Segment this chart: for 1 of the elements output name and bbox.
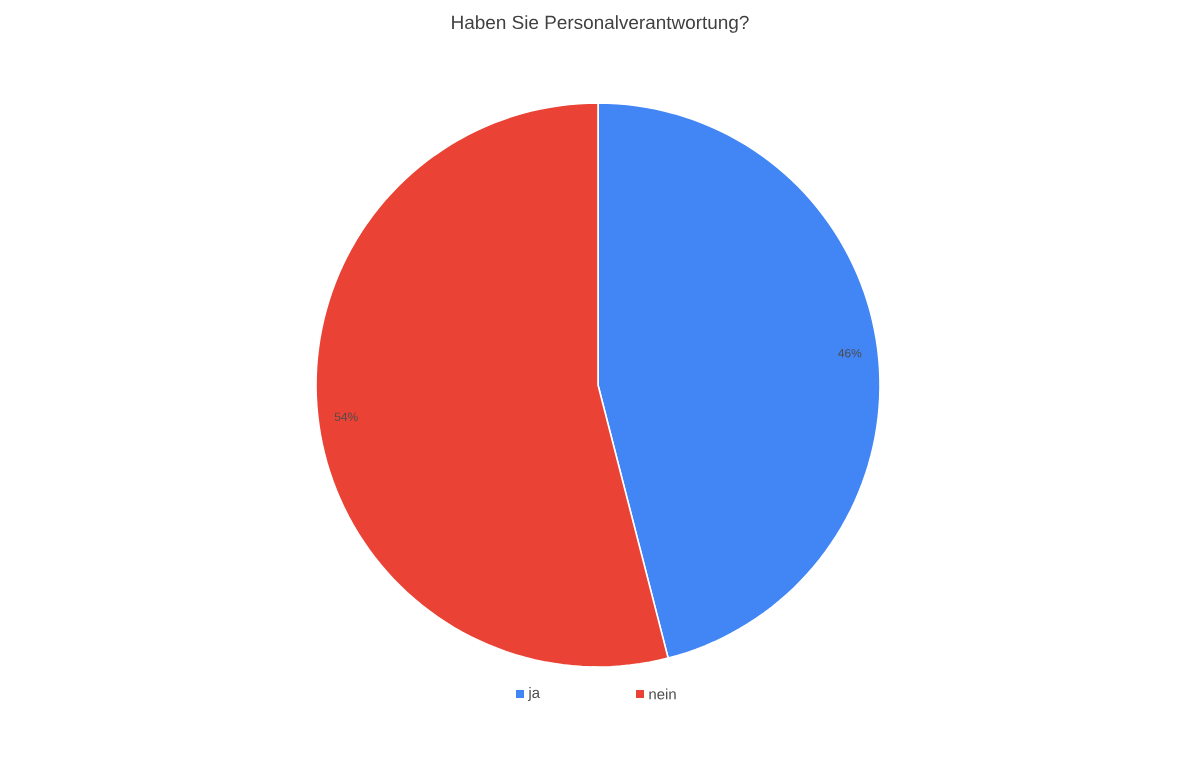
chart-title: Haben Sie Personalverantwortung? [452,15,749,33]
